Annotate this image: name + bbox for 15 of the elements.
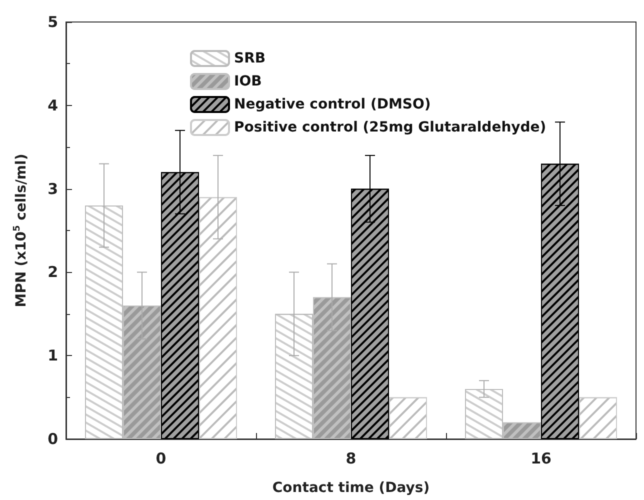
y-tick-label: 5 [48,13,58,31]
y-tick-label: 4 [48,96,58,114]
x-axis-title: Contact time (Days) [272,480,430,496]
x-tick-label: 0 [156,450,166,468]
y-tick-label: 2 [48,263,58,282]
legend-label: Negative control (DMSO) [234,96,431,112]
x-tick-label: 16 [530,450,552,468]
y-axis-title: MPN (x105 cells/ml) [12,154,30,308]
legend-label: Positive control (25mg Glutaraldehyde) [234,120,546,136]
y-tick-label: 3 [48,180,58,198]
x-tick-label: 8 [346,450,356,468]
legend-label: IOB [234,74,262,90]
legend-label: SRB [234,50,266,66]
y-tick-label: 1 [48,346,58,365]
y-tick-label: 0 [48,430,58,448]
